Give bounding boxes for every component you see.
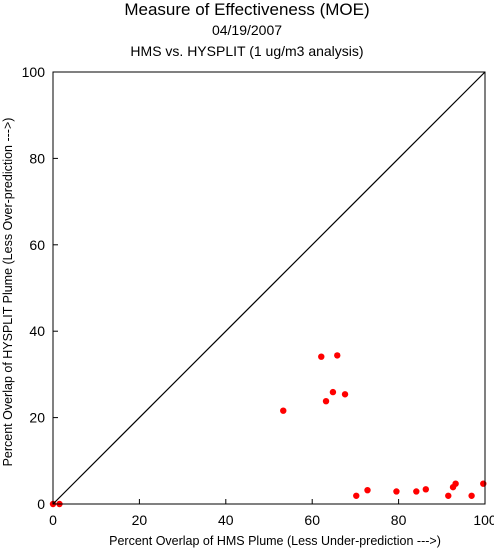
- x-tick-label: 20: [132, 512, 148, 528]
- data-point: [318, 353, 325, 360]
- y-tick-label: 80: [29, 150, 45, 166]
- x-tick-label: 0: [49, 512, 57, 528]
- x-axis-label: Percent Overlap of HMS Plume (Less Under…: [109, 534, 441, 548]
- x-tick-label: 80: [391, 512, 407, 528]
- reference-diagonal-line: [52, 71, 486, 505]
- data-point: [480, 480, 487, 487]
- data-point: [353, 492, 360, 499]
- y-tick-label: 20: [29, 410, 45, 426]
- data-point: [422, 486, 430, 493]
- x-tick-label: 40: [218, 512, 234, 528]
- data-point: [364, 486, 371, 494]
- data-point: [280, 407, 287, 414]
- y-tick-label: 40: [29, 323, 45, 339]
- points-layer: [49, 352, 487, 508]
- x-axis-ticks: 0 20 40 60 80 100: [49, 499, 494, 528]
- data-point: [341, 391, 349, 398]
- chart-date: 04/19/2007: [211, 22, 283, 38]
- data-point: [329, 388, 337, 396]
- data-point: [322, 397, 330, 405]
- data-point: [334, 352, 341, 359]
- y-tick-label: 0: [37, 496, 45, 512]
- data-point: [393, 488, 400, 495]
- x-tick-label: 60: [304, 512, 320, 528]
- y-axis-ticks: 0 20 40 60 80 100: [22, 64, 58, 512]
- data-point: [413, 488, 420, 495]
- data-point: [468, 492, 475, 499]
- x-tick-label: 100: [473, 512, 494, 528]
- y-tick-label: 100: [22, 64, 46, 80]
- y-axis-label: Percent Overlap of HYSPLIT Plume (Less O…: [1, 118, 15, 467]
- chart-title: Measure of Effectiveness (MOE): [124, 0, 370, 19]
- y-tick-label: 60: [29, 237, 45, 253]
- plot-frame: [52, 71, 486, 505]
- data-point: [452, 480, 459, 487]
- data-point: [445, 492, 452, 499]
- chart-subtitle: HMS vs. HYSPLIT (1 ug/m3 analysis): [130, 43, 364, 59]
